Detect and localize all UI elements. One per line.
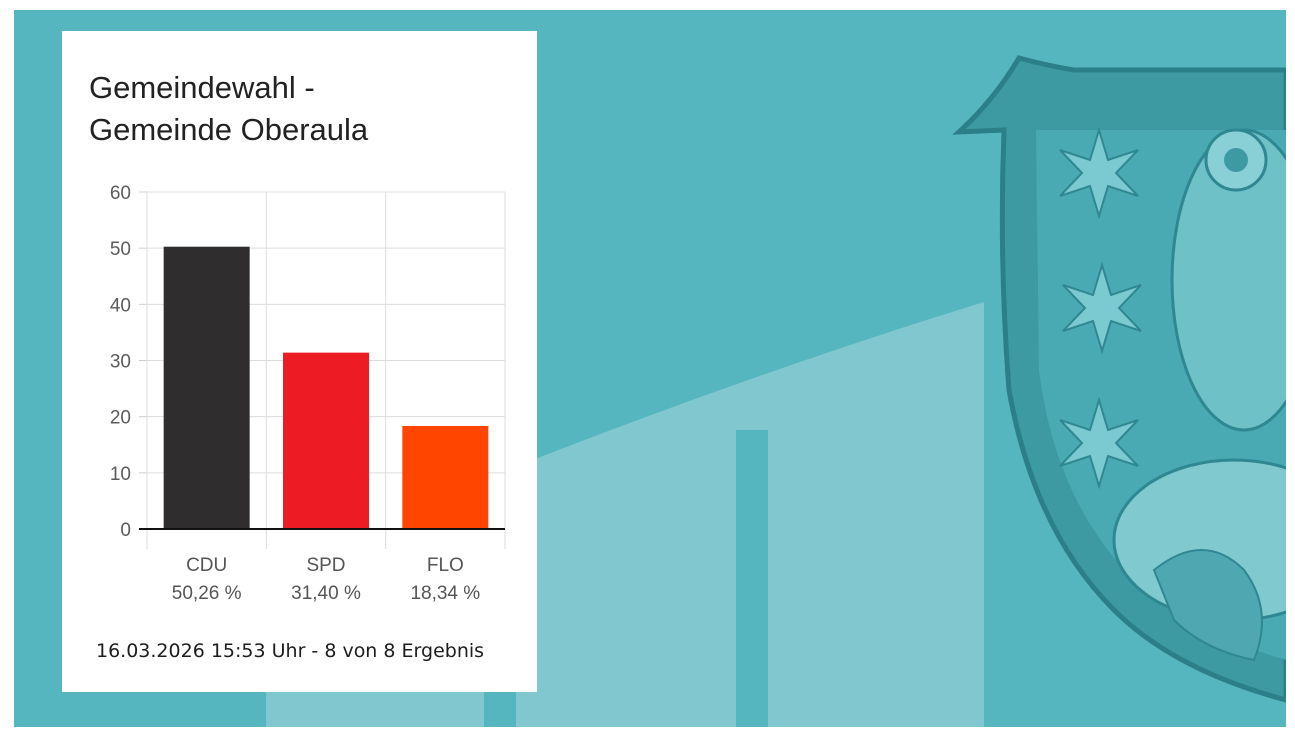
chart-title-line-2: Gemeinde Oberaula bbox=[89, 112, 369, 147]
bar-gap-2 bbox=[736, 430, 768, 727]
coat-of-arms-owl-stars-icon bbox=[952, 55, 1286, 703]
bar-cdu bbox=[163, 246, 250, 529]
x-tick-label: SPD bbox=[306, 555, 345, 576]
data-label: 18,34 % bbox=[410, 583, 480, 604]
y-tick-label: 50 bbox=[110, 239, 131, 260]
data-label: 50,26 % bbox=[172, 583, 242, 604]
x-tick-label: FLO bbox=[427, 555, 464, 576]
bar-flo bbox=[402, 425, 489, 529]
chart-title: Gemeindewahl - Gemeinde Oberaula bbox=[89, 67, 519, 151]
bar-chart: 0 10 20 30 40 50 60 CDU 50,26 % SPD 31,40 % FLO 18,3… bbox=[110, 183, 506, 604]
background-canvas: Gemeindewahl - Gemeinde Oberaula 0 10 20 30… bbox=[14, 10, 1286, 727]
chart-title-line-1: Gemeindewahl - bbox=[89, 70, 315, 105]
bar-spd bbox=[283, 352, 369, 529]
y-tick-label: 20 bbox=[110, 408, 131, 429]
y-tick-label: 60 bbox=[110, 183, 131, 204]
y-tick-label: 10 bbox=[110, 464, 131, 485]
y-tick-label: 0 bbox=[120, 520, 131, 541]
y-tick-label: 40 bbox=[110, 295, 131, 316]
data-label: 31,40 % bbox=[291, 583, 361, 604]
x-tick-label: CDU bbox=[186, 555, 227, 576]
chart-card: Gemeindewahl - Gemeinde Oberaula 0 10 20 30… bbox=[62, 31, 537, 692]
result-status: 16.03.2026 15:53 Uhr - 8 von 8 Ergebnis bbox=[96, 640, 485, 662]
y-tick-label: 30 bbox=[110, 352, 131, 373]
